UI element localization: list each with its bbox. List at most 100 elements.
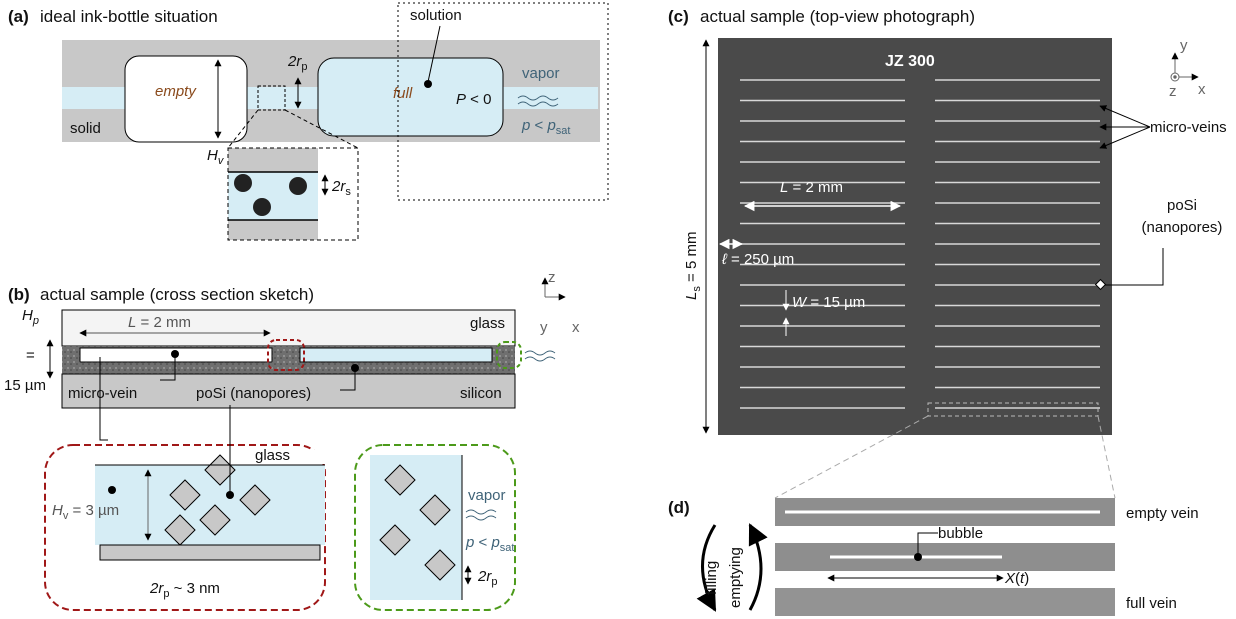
symbol: L [128, 314, 136, 331]
vein-label: micro-vein [68, 385, 137, 402]
text: = 3 µm [68, 502, 119, 519]
posi-label: poSi (nanopores) [196, 385, 311, 402]
text: < [530, 117, 547, 134]
height-label: Hv [207, 147, 225, 167]
subscript: sat [556, 125, 571, 137]
subscript: s [345, 186, 351, 198]
full-label: full [393, 85, 413, 102]
text: = 15 µm [806, 294, 865, 311]
vapor-waves [466, 510, 496, 520]
panel-label: (d) [668, 498, 690, 517]
filling-label: filling [703, 561, 720, 595]
figure: (a) ideal ink-bottle situation empty ful… [0, 0, 1236, 619]
silicon-label: silicon [460, 385, 502, 402]
axis-label: y [540, 319, 548, 336]
length-label: L = 2 mm [128, 314, 191, 331]
glass-label: glass [470, 315, 505, 332]
symbol: H [52, 502, 63, 519]
width-label: W = 15 µm [792, 294, 865, 311]
page: (a) ideal ink-bottle situation empty ful… [0, 0, 1236, 619]
text: = 2 mm [788, 179, 843, 196]
subscript: sat [500, 542, 515, 554]
size-label: Ls = 5 mm [683, 232, 703, 300]
subscript: p [301, 61, 307, 73]
zoom-posi [370, 455, 462, 600]
subscript: p [491, 576, 497, 588]
vapor-label: vapor [468, 487, 506, 504]
axis-label: z [548, 269, 556, 286]
thickness-value: 15 µm [4, 377, 46, 394]
symbol: p [521, 117, 530, 134]
solid-label: solid [70, 120, 101, 137]
symbol: 2r [149, 580, 164, 597]
vapor-waves [525, 351, 555, 361]
symbol: 2r [331, 178, 346, 195]
solute [253, 198, 271, 216]
zoom-posi [95, 465, 325, 545]
text: < [474, 534, 491, 551]
axis-label: z [1169, 83, 1177, 100]
emptying-arrow [750, 525, 761, 610]
axis-label: x [572, 319, 580, 336]
text: = 250 µm [727, 251, 794, 268]
empty-vein-label: empty vein [1126, 505, 1199, 522]
equals: = [26, 347, 35, 364]
symbol: p [490, 534, 499, 551]
subscript: p [32, 315, 39, 327]
spacing-label: ℓ = 250 µm [721, 251, 794, 268]
nanopores-label: (nanopores) [1142, 219, 1223, 236]
zoom-glass: glass [255, 447, 290, 464]
symbol: L [780, 179, 788, 196]
axes-c [1171, 53, 1198, 81]
panel-title: ideal ink-bottle situation [40, 7, 218, 26]
thickness-label: Hp [22, 307, 39, 327]
pore-label: 2rp [477, 568, 497, 588]
position-label: X(t) [1004, 570, 1029, 587]
full-vein-label: full vein [1126, 595, 1177, 612]
zoom-solid [228, 148, 318, 172]
emptying-label: emptying [727, 547, 744, 608]
strip-full [775, 588, 1115, 616]
text: ) [1024, 570, 1029, 587]
sphere-label: 2rs [331, 178, 351, 198]
dot [914, 553, 922, 561]
text: ~ 3 nm [169, 580, 219, 597]
panel-label: (c) [668, 7, 689, 26]
symbol: p [546, 117, 555, 134]
solute [234, 174, 252, 192]
zoom-solid [228, 220, 318, 240]
panel-title: actual sample (top-view photograph) [700, 7, 975, 26]
axis-label: y [1180, 37, 1188, 54]
pressure-label: P < 0 [456, 91, 491, 108]
length-label: L = 2 mm [780, 179, 843, 196]
dot [108, 486, 116, 494]
full-vein [300, 348, 492, 362]
dot [424, 80, 432, 88]
axis-label: x [1198, 81, 1206, 98]
symbol: H [207, 147, 218, 164]
text: = 2 mm [136, 314, 191, 331]
sample-id: JZ 300 [885, 53, 935, 70]
symbol: L [683, 292, 700, 300]
symbol: P [456, 91, 466, 108]
text: = 5 mm [683, 232, 700, 287]
panel-label: (b) [8, 285, 30, 304]
solute [289, 177, 307, 195]
vapor-pressure: p < psat [465, 534, 514, 554]
photograph [718, 38, 1112, 435]
posi-label: poSi [1167, 197, 1197, 214]
empty-label: empty [155, 83, 197, 100]
symbol: 2r [477, 568, 492, 585]
panel-label: (a) [8, 7, 29, 26]
solution-label: solution [410, 7, 462, 24]
symbol: 2r [287, 53, 302, 70]
symbol: H [22, 307, 33, 324]
bubble-label: bubble [938, 525, 983, 542]
veins-label: micro-veins [1150, 119, 1227, 136]
symbol: p [465, 534, 474, 551]
panel-title: actual sample (cross section sketch) [40, 285, 314, 304]
subscript: v [218, 155, 225, 167]
vapor-label: vapor [522, 65, 560, 82]
text: < 0 [466, 91, 491, 108]
pore-size-label: 2rp ~ 3 nm [149, 580, 220, 600]
